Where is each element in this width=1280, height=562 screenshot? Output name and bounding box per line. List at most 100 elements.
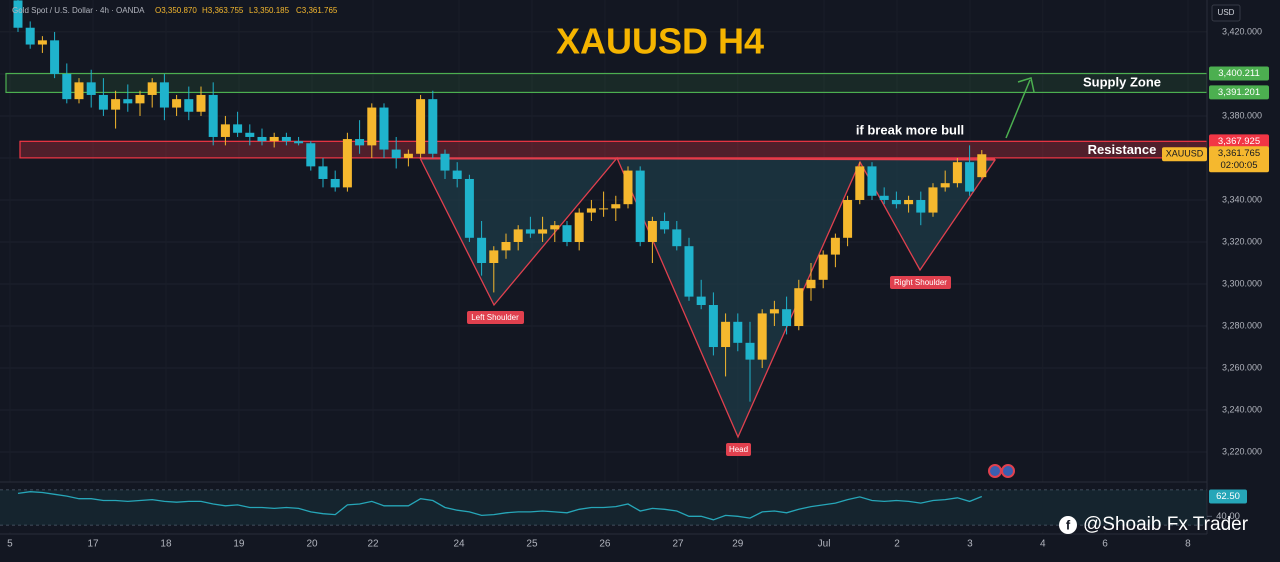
candle-body	[769, 309, 779, 314]
candle-body	[525, 229, 535, 234]
zone	[5, 72, 1208, 94]
candle-body	[196, 94, 206, 112]
price-tag-label: 3,361.765	[1218, 148, 1260, 159]
candle-body	[696, 296, 706, 306]
x-tick-label: 18	[160, 539, 172, 550]
price-tag-label: 3,391.201	[1218, 87, 1260, 98]
candle-body	[550, 225, 560, 230]
candle-body	[86, 82, 96, 95]
candle-body	[464, 178, 474, 238]
candle-body	[830, 237, 840, 255]
rsi-line	[17, 491, 983, 521]
candle-body	[379, 107, 389, 150]
price-tag	[1209, 134, 1269, 149]
event-icon[interactable]	[988, 464, 1002, 478]
candle-body	[818, 254, 828, 280]
chart-title: XAUUSD H4	[556, 21, 764, 62]
annotation: if break more bull	[856, 122, 964, 137]
label-box	[890, 276, 951, 289]
candle-body	[794, 288, 804, 327]
candle-body	[355, 139, 365, 146]
zone-label: Supply Zone	[1083, 74, 1161, 89]
candle-body	[513, 229, 523, 242]
zone	[19, 140, 1208, 159]
candle-body	[440, 153, 450, 171]
pattern-labels: Left Shoulder Head Right Shoulder	[467, 276, 951, 456]
candle-body	[806, 279, 816, 289]
candle-body	[294, 141, 304, 144]
ohlc: L3,350.185	[249, 6, 290, 15]
candle-body	[574, 212, 584, 242]
candle-body	[172, 99, 182, 108]
pattern-label: Left Shoulder	[471, 313, 519, 322]
candle-body	[623, 170, 633, 205]
candle-body	[940, 183, 950, 188]
ohlc: C3,361.765	[296, 6, 338, 15]
candle-body	[745, 342, 755, 360]
candle-body	[416, 99, 426, 154]
y-tick-label: 3,320.000	[1222, 236, 1262, 246]
y-tick-label: 3,300.000	[1222, 278, 1262, 288]
candle-body	[391, 149, 401, 158]
x-tick-label: 19	[233, 539, 245, 550]
candle-body	[13, 0, 23, 28]
candle-body	[501, 241, 511, 251]
x-tick-label: 3	[967, 539, 973, 550]
candle-body	[98, 94, 108, 110]
y-tick-label: 3,280.000	[1222, 320, 1262, 330]
price-tag-label: 3,400.211	[1218, 68, 1260, 79]
candle-body	[672, 229, 682, 247]
symbol-tag-label: XAUUSD	[1166, 149, 1204, 159]
candle-body	[159, 82, 169, 108]
candle-body	[184, 99, 194, 112]
candle-body	[220, 124, 230, 137]
candle-body	[123, 99, 133, 104]
currency-box	[1211, 4, 1241, 22]
candle-body	[477, 237, 487, 264]
ohlc: H3,363.755	[202, 6, 244, 15]
x-tick-label: 20	[306, 539, 318, 550]
candle-body	[538, 229, 548, 234]
candle-body	[367, 107, 377, 146]
currency: USD	[1218, 8, 1235, 17]
candle-body	[733, 321, 743, 343]
rsi	[0, 489, 1207, 526]
symbol-tag	[1162, 147, 1207, 162]
x-tick-label: 17	[87, 539, 99, 550]
y-tick-label: 3,420.000	[1222, 26, 1262, 36]
x-tick-label: 22	[367, 539, 379, 550]
candle-body	[452, 170, 462, 179]
candle-body	[257, 136, 267, 142]
label-box	[726, 443, 751, 456]
candle-body	[891, 199, 901, 205]
y-tick-label: 3,340.000	[1222, 194, 1262, 204]
facebook-letter: f	[1066, 517, 1071, 532]
candle-body	[660, 220, 670, 230]
zone-label: Resistance	[1088, 142, 1157, 157]
watermark: @Shoaib Fx Trader	[1083, 514, 1249, 535]
candle-body	[62, 73, 72, 100]
price-tag	[1209, 66, 1269, 81]
candle-body	[782, 309, 792, 327]
candle-body	[489, 250, 499, 264]
candle-body	[306, 143, 316, 167]
price-tag	[1209, 146, 1269, 173]
x-tick-label: 25	[526, 539, 538, 550]
event-icon[interactable]	[1001, 464, 1015, 478]
candle-body	[342, 139, 352, 188]
candle-body	[233, 124, 243, 133]
y-tick-label: 3,240.000	[1222, 404, 1262, 414]
candle-body	[403, 153, 413, 158]
symbol-info: Gold Spot / U.S. Dollar · 4h · OANDA	[12, 6, 145, 15]
candle-body	[879, 195, 889, 200]
candle-body	[721, 321, 731, 348]
x-tick-label: 6	[1102, 539, 1108, 550]
candle-body	[428, 99, 438, 154]
candle-body	[269, 136, 279, 142]
candle-body	[245, 132, 255, 137]
candle-body	[757, 313, 767, 360]
label-box	[467, 311, 524, 324]
candle-body	[25, 27, 35, 45]
rsi-level-label: 40.00	[1216, 511, 1240, 522]
